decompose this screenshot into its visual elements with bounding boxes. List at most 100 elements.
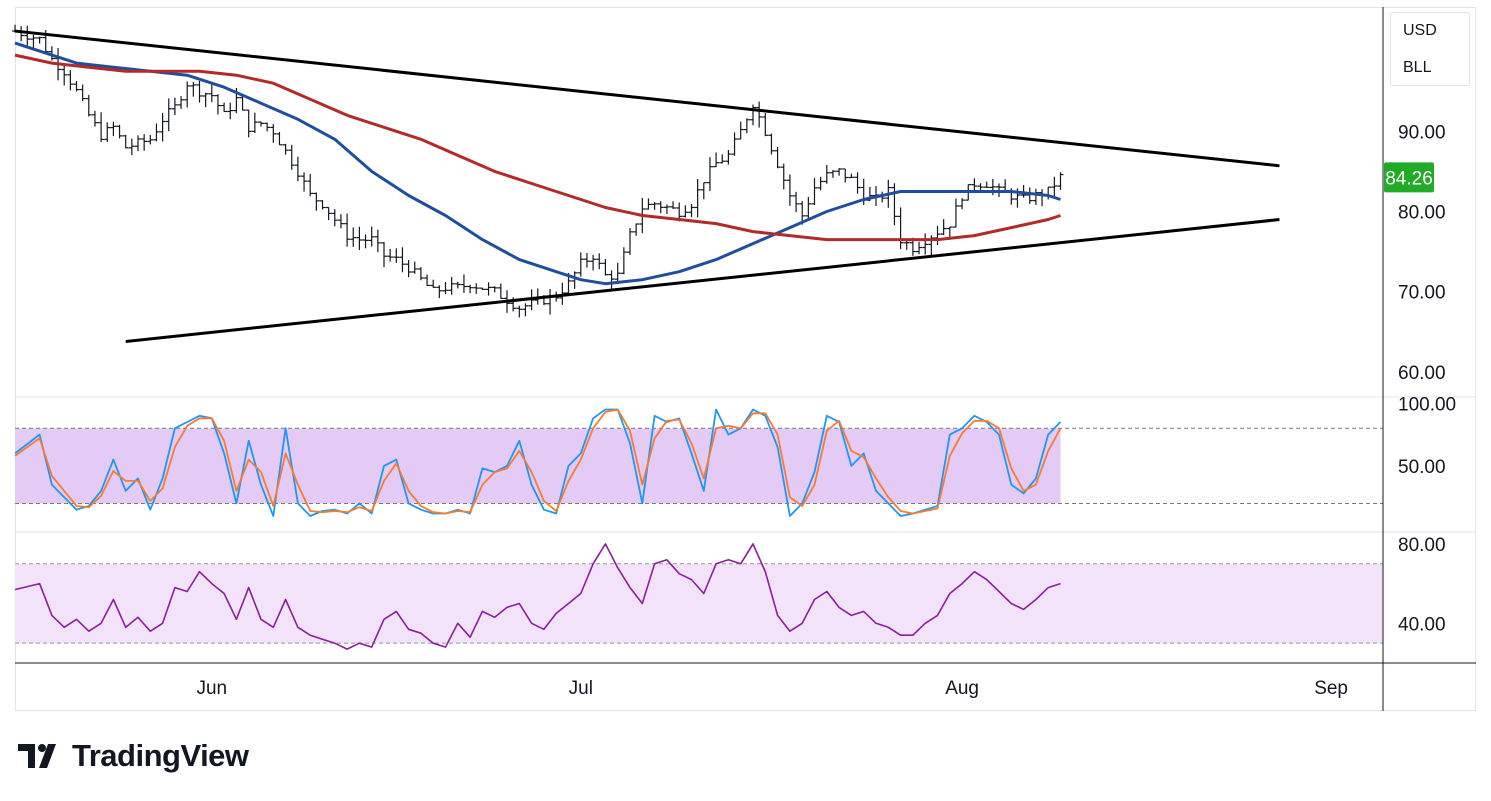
ohlc-bar <box>208 83 215 103</box>
chart-frame <box>15 7 1476 711</box>
ohlc-bar <box>282 143 289 155</box>
month-label: Aug <box>945 678 979 699</box>
ohlc-bar <box>467 284 474 294</box>
ohlc-bar <box>651 202 658 210</box>
ohlc-bar <box>627 227 633 255</box>
ohlc-bar <box>258 121 264 127</box>
resistance-trendline <box>14 29 1280 168</box>
ohlc-bar <box>774 147 781 169</box>
ohlc-bar <box>381 242 387 268</box>
ohlc-bar <box>829 170 836 178</box>
month-label: Sep <box>1314 678 1348 699</box>
ohlc-bar <box>387 248 394 262</box>
stochastic-tick-label: 100.00 <box>1398 394 1456 415</box>
ohlc-bar <box>165 98 172 132</box>
ohlc-bar <box>430 279 437 288</box>
ohlc-bar <box>374 229 381 253</box>
ohlc-bar <box>713 152 720 168</box>
ohlc-bar <box>897 207 904 250</box>
ohlc-bar <box>85 94 92 117</box>
tradingview-logo[interactable]: TradingView <box>18 738 249 774</box>
ohlc-bar <box>460 274 467 293</box>
currency-label: USD <box>1403 22 1437 39</box>
ohlc-bar <box>337 214 344 229</box>
ohlc-bar <box>497 283 504 300</box>
ohlc-bar <box>344 213 351 247</box>
ohlc-bar <box>448 277 455 295</box>
ohlc-bar <box>264 122 271 132</box>
ohlc-bar <box>959 198 966 210</box>
ohlc-bar <box>688 204 695 218</box>
ohlc-bar <box>18 26 25 42</box>
ohlc-bar <box>934 225 941 246</box>
ohlc-bar <box>706 157 713 192</box>
ohlc-bar <box>313 192 320 211</box>
ohlc-bar <box>614 262 621 285</box>
stoch_k-line <box>14 408 1062 517</box>
ohlc-bar <box>583 252 590 268</box>
ohlc-bar <box>657 201 664 214</box>
ohlc-bar <box>73 81 80 92</box>
ohlc-bar <box>442 281 449 295</box>
ohlc-bar <box>762 113 769 137</box>
symbol-label: BLL <box>1403 59 1432 76</box>
ohlc-bar <box>178 96 185 109</box>
ohlc-bar <box>325 206 332 221</box>
ohlc-bar <box>116 124 123 139</box>
ohlc-bar <box>98 112 105 143</box>
price-tick-label: 70.00 <box>1398 283 1446 304</box>
ohlc-bar <box>368 226 375 247</box>
last-price-value: 84.26 <box>1385 168 1433 189</box>
ohlc-bar <box>141 134 148 151</box>
ohlc-bar <box>793 191 800 213</box>
ohlc-bar <box>1032 188 1039 205</box>
ohlc-bar <box>288 144 295 170</box>
ohlc-bar <box>590 254 597 271</box>
ohlc-bar <box>743 118 750 134</box>
ohlc-bar <box>251 112 258 133</box>
ohlc-bar <box>473 283 480 294</box>
ohlc-bar <box>891 183 898 226</box>
tradingview-logo-icon <box>18 744 56 768</box>
ohlc-bar <box>67 70 74 91</box>
ohlc-bar <box>731 132 738 156</box>
ohlc-bar <box>670 201 677 210</box>
rsi-tick-label: 40.00 <box>1398 614 1446 635</box>
ohlc-bar <box>405 260 412 278</box>
rsi-tick-label: 80.00 <box>1398 535 1446 556</box>
ohlc-bar <box>719 154 726 164</box>
ohlc-bar <box>952 198 959 228</box>
ohlc-bar <box>1039 189 1046 207</box>
stoch_d-line <box>14 408 1062 515</box>
ohlc-bar <box>1026 187 1033 204</box>
ohlc-bar <box>202 92 209 108</box>
ohlc-bar <box>983 181 990 188</box>
sma_slow-line <box>14 53 1061 242</box>
ohlc-bar <box>577 252 584 277</box>
ohlc-bar <box>104 122 111 143</box>
ohlc-bar <box>362 234 369 249</box>
ohlc-bar <box>922 233 929 255</box>
ohlc-bar <box>663 204 670 214</box>
ohlc-bar <box>571 271 578 289</box>
ohlc-bar <box>331 209 338 227</box>
ohlc-bar <box>30 34 37 48</box>
ohlc-bar <box>602 259 609 276</box>
ohlc-bar <box>805 196 812 221</box>
ohlc-bar <box>823 164 830 184</box>
last-price-badge: 84.26 <box>1384 162 1434 193</box>
ohlc-bar <box>596 253 603 270</box>
ohlc-bar <box>24 25 31 46</box>
ohlc-bar <box>454 281 461 289</box>
ohlc-bar <box>399 247 406 273</box>
ohlc-bar <box>842 168 849 183</box>
ohlc-bar <box>122 134 129 149</box>
sma_fast-line <box>14 41 1061 286</box>
ohlc-bar <box>48 46 55 61</box>
ohlc-bar <box>159 112 166 142</box>
price-tick-label: 90.00 <box>1398 122 1446 143</box>
ohlc-bar <box>436 285 443 299</box>
legend-box[interactable]: USD BLL <box>1390 12 1470 86</box>
ohlc-bar <box>547 288 554 315</box>
